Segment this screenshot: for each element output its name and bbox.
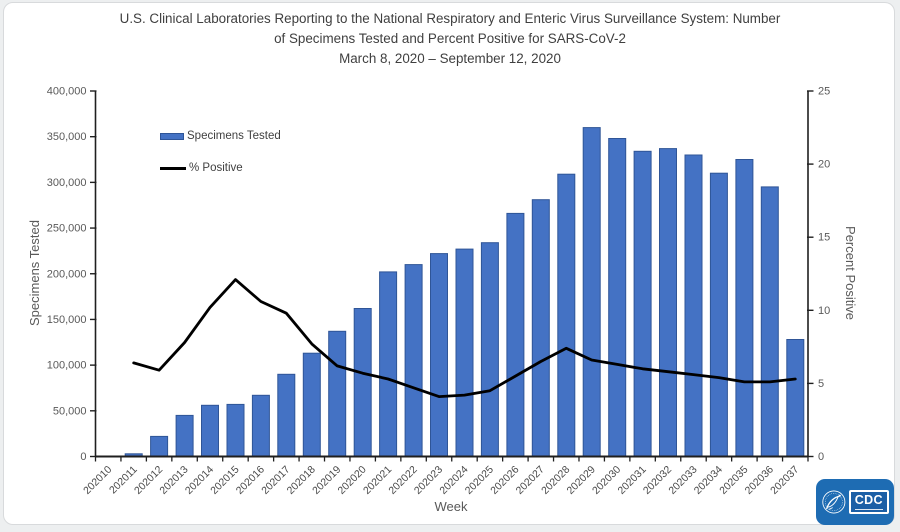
- y-right-axis-title: Percent Positive: [843, 226, 858, 320]
- y-left-axis-title: Specimens Tested: [27, 220, 42, 326]
- bar-202021: [379, 271, 398, 457]
- bar-202016: [251, 394, 270, 457]
- y-left-tick-label: 400,000: [47, 86, 87, 98]
- bar-202031: [633, 150, 652, 458]
- chart-title-block: U.S. Clinical Laboratories Reporting to …: [0, 9, 900, 69]
- x-tick-label-202037: 202037: [768, 464, 801, 497]
- legend-item-percent-positive: % Positive: [160, 162, 281, 174]
- bar-202014: [201, 404, 219, 457]
- bar-202037: [786, 339, 805, 457]
- bar-202024: [455, 248, 474, 457]
- legend-label-percent-positive: % Positive: [189, 162, 243, 174]
- bar-202017: [277, 373, 296, 457]
- bar-202026: [506, 212, 525, 457]
- legend-item-specimens: Specimens Tested: [160, 130, 281, 142]
- bars-specimens-tested: [124, 127, 805, 458]
- bar-202015: [226, 403, 245, 457]
- y-right-tick-label: 15: [818, 232, 830, 244]
- y-left-tick-label: 100,000: [47, 360, 87, 372]
- x-tick-label-202010: 202010: [81, 464, 114, 497]
- bar-swatch-icon: [160, 132, 184, 140]
- y-left-tick-label: 150,000: [47, 314, 87, 326]
- x-axis: 2020102020112020122020132020142020152020…: [81, 456, 809, 497]
- bar-202030: [608, 138, 627, 457]
- percent-positive-line: [132, 278, 797, 399]
- bar-202036: [760, 186, 779, 457]
- chart-legend: Specimens Tested % Positive: [160, 130, 281, 194]
- cdc-microtext-line: [854, 508, 883, 510]
- bar-202028: [557, 173, 576, 457]
- bar-202032: [659, 148, 677, 457]
- y-axis-left: 0 50,000 100,000 150,000 200,000 250,000 300,0…: [47, 86, 97, 463]
- y-axis-right: 0 5 10 15 20 25: [807, 86, 830, 463]
- bar-202018: [302, 352, 321, 458]
- y-left-tick-label: 250,000: [47, 223, 87, 235]
- bar-202033: [684, 154, 703, 457]
- hhs-seal-icon: [822, 490, 846, 514]
- cdc-text: CDC: [854, 493, 883, 508]
- bar-202025: [480, 242, 499, 457]
- y-left-tick-label: 0: [80, 451, 86, 463]
- x-axis-title: Week: [435, 499, 468, 514]
- line-swatch-icon: [160, 166, 186, 170]
- legend-label-specimens: Specimens Tested: [187, 130, 281, 142]
- chart-title: U.S. Clinical Laboratories Reporting to …: [119, 11, 781, 46]
- bar-202019: [328, 330, 347, 457]
- y-left-tick-label: 350,000: [47, 131, 87, 143]
- y-left-tick-label: 50,000: [53, 405, 87, 417]
- y-right-tick-label: 25: [818, 86, 830, 98]
- y-right-tick-label: 10: [818, 305, 830, 317]
- y-left-tick-label: 200,000: [47, 268, 87, 280]
- cdc-wordmark: CDC: [848, 490, 889, 514]
- bar-202023: [430, 253, 448, 457]
- bar-202012: [150, 435, 169, 457]
- cdc-hhs-logo: CDC: [816, 479, 894, 525]
- chart-date-range: March 8, 2020 – September 12, 2020: [339, 51, 561, 66]
- bar-202020: [353, 308, 372, 457]
- bar-202027: [531, 199, 550, 457]
- bar-202034: [709, 172, 728, 457]
- y-left-tick-label: 300,000: [47, 177, 87, 189]
- bar-202013: [175, 414, 194, 457]
- y-right-tick-label: 5: [818, 378, 824, 390]
- y-right-tick-label: 0: [818, 451, 824, 463]
- bar-202035: [735, 159, 754, 457]
- bar-202029: [582, 127, 601, 457]
- y-right-tick-label: 20: [818, 159, 830, 171]
- bar-202022: [404, 264, 423, 457]
